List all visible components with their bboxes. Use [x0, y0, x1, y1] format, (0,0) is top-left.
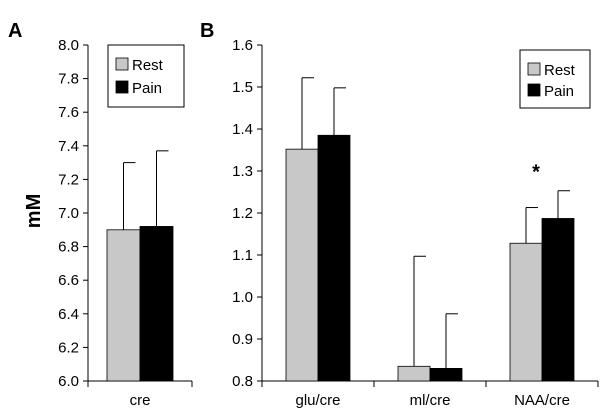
legend-swatch	[527, 83, 541, 97]
y-tick-label: 7.0	[58, 205, 79, 222]
legend-label: Rest	[132, 57, 164, 74]
legend-swatch	[527, 62, 541, 76]
legend-box	[107, 44, 185, 108]
y-tick-label: 6.6	[58, 272, 79, 289]
bar-pain	[429, 367, 463, 382]
bar-pain	[541, 218, 575, 382]
y-tick-label: 6.8	[58, 239, 79, 256]
legend-label: Rest	[544, 62, 576, 79]
legend-box	[519, 49, 591, 109]
y-tick-label: 6.2	[58, 339, 79, 356]
annotation-label: *	[532, 162, 540, 184]
bar-rest	[106, 229, 141, 382]
y-tick-label: 6.0	[58, 373, 79, 390]
y-tick-label: 1.2	[232, 205, 253, 222]
x-tick-label: cre	[130, 392, 151, 409]
y-tick-label: 0.9	[232, 331, 253, 348]
y-tick-label: 7.6	[58, 104, 79, 121]
y-tick-label: 8.0	[58, 37, 79, 54]
panel-a-label: A	[8, 20, 22, 42]
bar-rest	[285, 148, 319, 382]
panel-b-label: B	[200, 20, 214, 42]
y-tick-label: 1.0	[232, 289, 253, 306]
legend-label: Pain	[132, 80, 162, 97]
chart-panel-b: 0.8 0.9 1.0 1.1 1.2 1.3 1.4 1.5 1.6 glu/cre ml/cre…	[232, 37, 599, 409]
chart-panel-a: 6.0 6.2 6.4 6.6 6.8 7.0 7.2 7.4 7.6 7.8 8.0 cre Rest…	[58, 37, 193, 409]
y-tick-label: 1.6	[232, 37, 253, 54]
x-tick-label: NAA/cre	[514, 392, 570, 409]
legend-label: Pain	[544, 83, 574, 100]
y-tick-label: 7.8	[58, 71, 79, 88]
y-tick-label: 0.8	[232, 373, 253, 390]
y-tick-label: 1.4	[232, 121, 253, 138]
legend-swatch	[115, 57, 129, 71]
bar-pain	[317, 134, 351, 382]
x-tick-label: glu/cre	[295, 392, 340, 409]
bar-rest	[397, 365, 431, 382]
y-tick-label: 1.5	[232, 79, 253, 96]
legend-swatch	[115, 80, 129, 94]
y-tick-label: 1.3	[232, 163, 253, 180]
y-tick-label: 7.4	[58, 138, 79, 155]
y-tick-label: 6.4	[58, 306, 79, 323]
bar-rest	[509, 242, 543, 382]
bar-pain	[139, 226, 174, 382]
y-axis-label: mM	[23, 194, 45, 228]
y-tick-label: 7.2	[58, 171, 79, 188]
x-tick-label: ml/cre	[410, 392, 451, 409]
y-tick-label: 1.1	[232, 247, 253, 264]
